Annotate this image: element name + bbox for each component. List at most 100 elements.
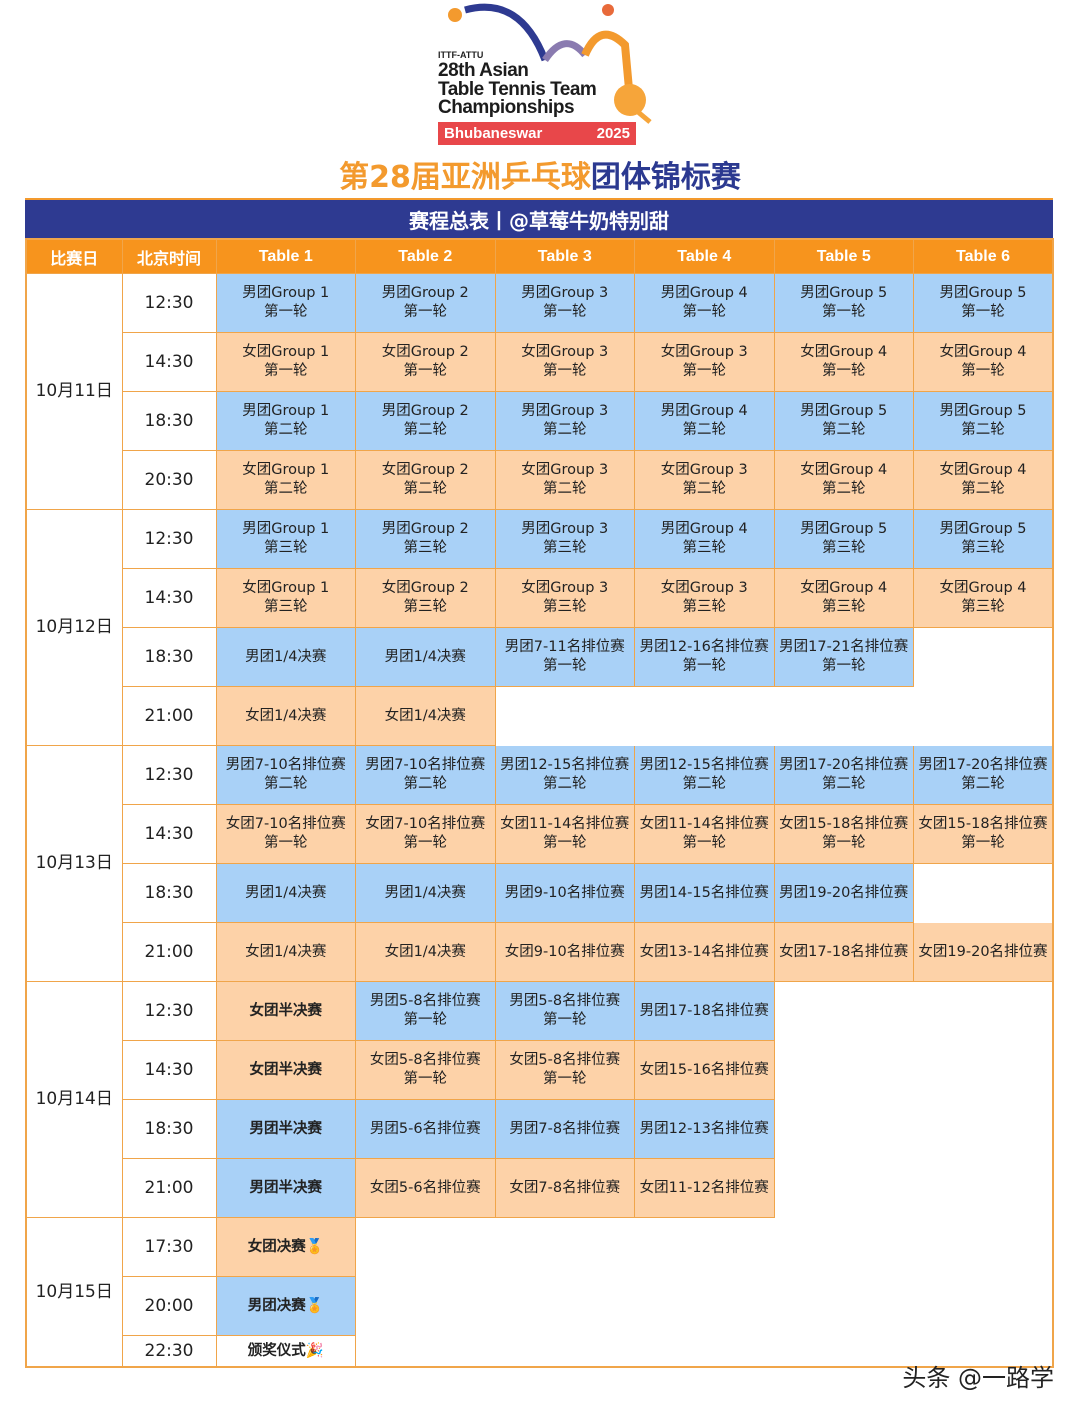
match-cell: 女团Group 1 第一轮: [215, 332, 356, 392]
match-cell: 男团1/4决赛: [355, 863, 496, 923]
match-cell: 男团半决赛: [215, 1158, 356, 1218]
match-name: 女团7-10名排位赛: [365, 816, 486, 832]
match-time: 22:30: [121, 1335, 217, 1368]
match-cell: 女团半决赛: [215, 981, 356, 1041]
match-name: 女团11-14名排位赛: [500, 816, 630, 832]
match-round: 第一轮: [543, 1012, 587, 1028]
match-name: 女团Group 4: [939, 580, 1027, 596]
match-name: 女团19-20名排位赛: [918, 943, 1048, 960]
match-round: 第二轮: [682, 776, 727, 792]
match-time: 12:30: [121, 509, 217, 569]
match-round: 第三轮: [403, 599, 448, 615]
match-name: 女团5-8名排位赛: [509, 1052, 621, 1068]
match-name: 女团Group 2: [381, 344, 469, 360]
table-row: 10月11日 12:30 男团Group 1 第一轮 男团Group 2 第一轮 男团Gro…: [25, 273, 1054, 510]
match-name: 女团Group 3: [660, 580, 748, 596]
match-cell: 男团5-6名排位赛: [355, 1099, 496, 1159]
match-cell: 男团半决赛: [215, 1099, 356, 1159]
match-time: 18:30: [121, 391, 217, 451]
match-name: 男团半决赛: [249, 1120, 323, 1137]
table-row: 10月13日 12:30 男团7-10名排位赛 第二轮 男团7-10名排位赛 第二轮 男团1…: [25, 745, 1054, 982]
match-cell: 女团Group 4 第一轮: [773, 332, 914, 392]
match-cell: 男团12-15名排位赛 第二轮: [494, 745, 635, 805]
match-cell: 女团Group 3 第一轮: [634, 332, 775, 392]
match-name: 男团Group 5: [800, 403, 888, 419]
match-cell: 男团Group 3 第二轮: [494, 391, 635, 451]
match-name: 男团Group 1: [242, 285, 330, 301]
match-time: 18:30: [121, 863, 217, 923]
match-round: 第一轮: [264, 304, 308, 320]
column-header: Table 5: [773, 238, 914, 274]
match-round: 第二轮: [264, 422, 308, 438]
table-row: 20:30 女团Group 1 第二轮 女团Group 2 第二轮 女团Group 3 第二…: [26, 450, 1054, 510]
match-cell: 女团Group 1 第二轮: [215, 450, 356, 510]
match-name: 男团Group 5: [939, 403, 1027, 419]
match-name: 男团5-8名排位赛: [509, 993, 621, 1009]
match-name: 女团15-18名排位赛: [918, 816, 1048, 832]
match-round: 第二轮: [403, 481, 448, 497]
match-cell: 男团Group 5 第二轮: [913, 391, 1054, 451]
match-round: 第一轮: [403, 304, 448, 320]
match-cell: 男团12-13名排位赛: [634, 1099, 775, 1159]
empty-cell: [913, 1335, 1054, 1368]
match-cell: 男团Group 5 第一轮: [913, 273, 1054, 333]
match-round: 第三轮: [682, 540, 727, 556]
match-cell: 男团14-15名排位赛: [634, 863, 775, 923]
table-row: 10月15日 17:30 女团决赛🏅: [25, 1217, 1054, 1368]
match-cell: 女团7-8名排位赛: [494, 1158, 635, 1218]
match-time: 21:00: [121, 1158, 217, 1218]
match-cell: 女团1/4决赛: [355, 922, 496, 982]
match-cell: 女团9-10名排位赛: [494, 922, 635, 982]
match-cell: 女团1/4决赛: [215, 686, 356, 746]
table-row: 14:30 女团Group 1 第一轮 女团Group 2 第一轮 女团Group 3 第一…: [26, 332, 1054, 392]
match-time: 14:30: [121, 332, 217, 392]
match-cell: 女团Group 4 第三轮: [773, 568, 914, 628]
match-round: 第一轮: [543, 304, 587, 320]
match-round: 第二轮: [961, 422, 1005, 438]
match-cell: 男团Group 2 第一轮: [355, 273, 496, 333]
match-name: 男团Group 5: [939, 521, 1027, 537]
match-name: 男团12-16名排位赛: [639, 639, 769, 655]
title-part1: 第28届亚洲乒乓球: [339, 160, 591, 195]
table-row: 18:30 男团1/4决赛 男团1/4决赛 男团7-11名排位赛 第一轮 男团12-16名…: [26, 627, 1054, 687]
match-time: 14:30: [121, 1040, 217, 1100]
column-header: 比赛日: [25, 238, 123, 274]
match-cell: 女团7-10名排位赛 第一轮: [215, 804, 356, 864]
match-cell: 女团15-18名排位赛 第一轮: [913, 804, 1054, 864]
match-cell: 男团Group 4 第三轮: [634, 509, 775, 569]
match-round: 第一轮: [403, 835, 448, 851]
match-name: 男团1/4决赛: [384, 884, 466, 901]
match-time: 20:00: [121, 1276, 217, 1336]
match-name: 男团5-6名排位赛: [369, 1120, 481, 1137]
match-cell: 女团13-14名排位赛: [634, 922, 775, 982]
match-round: 第一轮: [543, 658, 587, 674]
match-cell: 女团11-12名排位赛: [634, 1158, 775, 1218]
match-round: 第二轮: [682, 422, 727, 438]
empty-cell: [773, 686, 914, 746]
empty-cell: [913, 686, 1054, 746]
match-date: 10月11日: [25, 273, 123, 510]
column-header: Table 6: [913, 238, 1054, 274]
column-header: Table 1: [215, 238, 356, 274]
match-name: 男团Group 2: [381, 403, 469, 419]
match-cell: 男团1/4决赛: [215, 863, 356, 923]
match-round: 第二轮: [264, 481, 308, 497]
match-name: 女团Group 1: [242, 344, 330, 360]
match-name: 男团Group 2: [381, 521, 469, 537]
match-name: 男团Group 3: [521, 285, 609, 301]
table-row: 18:30 男团Group 1 第二轮 男团Group 2 第二轮 男团Group 3 第二…: [26, 391, 1054, 451]
match-name: 女团半决赛: [249, 1061, 323, 1078]
match-name: 女团Group 4: [800, 344, 888, 360]
match-round: 第三轮: [543, 599, 587, 615]
match-cell: 男团17-20名排位赛 第二轮: [773, 745, 914, 805]
match-round: 第二轮: [822, 481, 866, 497]
match-round: 第二轮: [264, 776, 308, 792]
empty-cell: [634, 1276, 775, 1336]
match-name: 男团5-8名排位赛: [369, 993, 481, 1009]
match-round: 第三轮: [403, 540, 448, 556]
match-name: 女团Group 2: [381, 580, 469, 596]
match-round: 第三轮: [264, 599, 308, 615]
match-cell: 男团17-18名排位赛: [634, 981, 775, 1041]
match-cell: 男团Group 2 第三轮: [355, 509, 496, 569]
match-round: 第一轮: [961, 304, 1005, 320]
